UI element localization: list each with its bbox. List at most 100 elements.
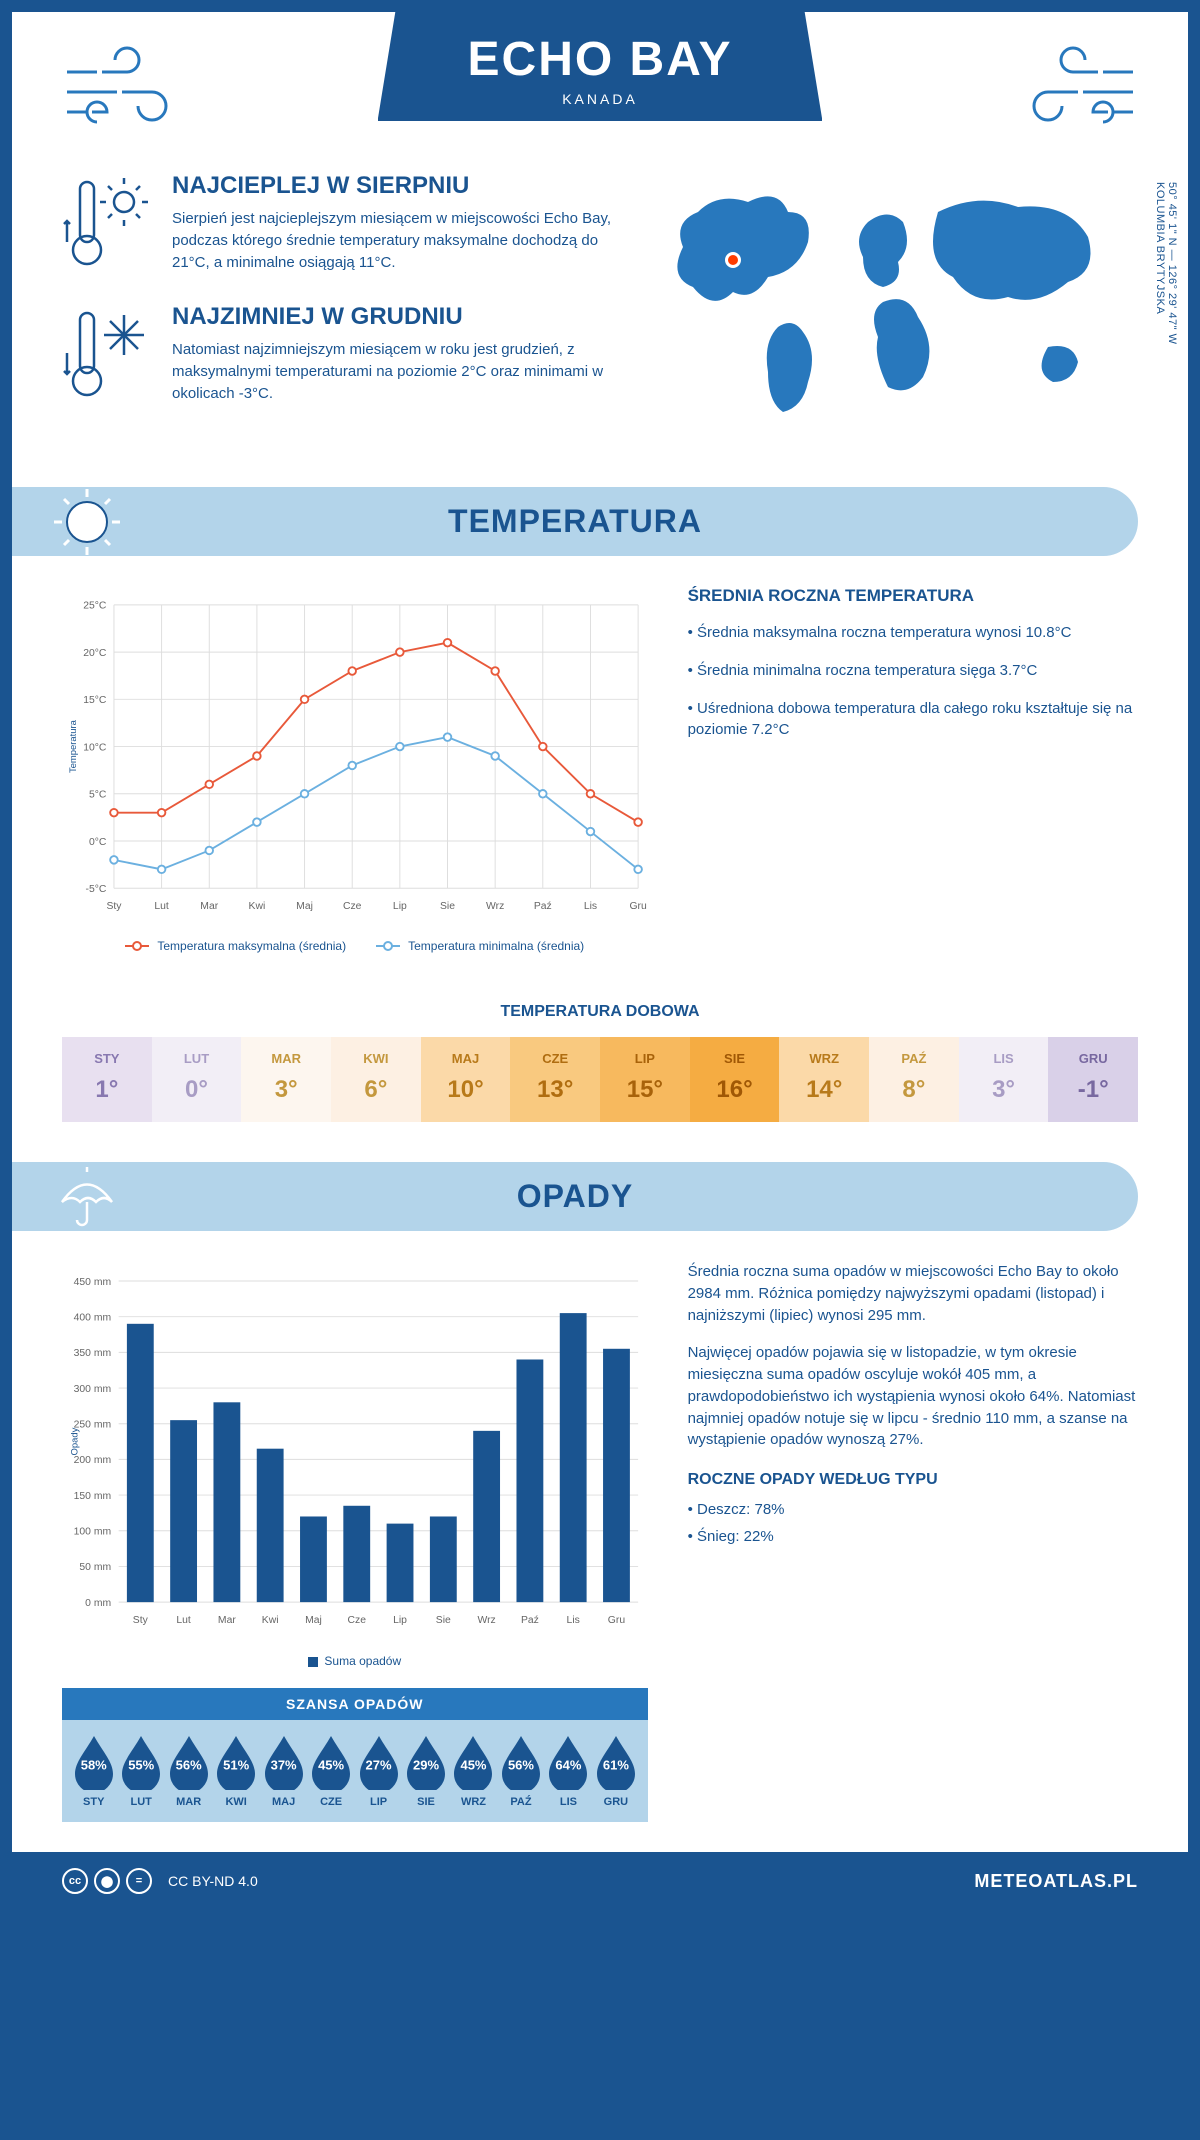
- precip-chance-cell: 61% GRU: [592, 1734, 639, 1808]
- license-text: CC BY-ND 4.0: [168, 1873, 258, 1889]
- svg-text:100 mm: 100 mm: [74, 1527, 111, 1538]
- svg-text:Maj: Maj: [305, 1615, 322, 1626]
- svg-text:Mar: Mar: [218, 1615, 236, 1626]
- precip-legend: Suma opadów: [62, 1654, 648, 1668]
- temp-bullet: • Średnia maksymalna roczna temperatura …: [688, 622, 1138, 644]
- svg-text:Temperatura: Temperatura: [68, 719, 79, 773]
- svg-text:150 mm: 150 mm: [74, 1491, 111, 1502]
- svg-text:Wrz: Wrz: [486, 901, 504, 912]
- temp-chart-column: -5°C0°C5°C10°C15°C20°C25°CStyLutMarKwiMa…: [62, 586, 648, 953]
- precipitation-banner: OPADY: [12, 1162, 1138, 1231]
- cc-icon: cc: [62, 1868, 88, 1894]
- temperature-banner: TEMPERATURA: [12, 487, 1138, 556]
- raindrop-icon: 27%: [356, 1734, 402, 1790]
- raindrop-icon: 29%: [403, 1734, 449, 1790]
- wind-icon-right: [1018, 42, 1138, 132]
- daily-temp-cell: MAR3°: [241, 1037, 331, 1122]
- svg-text:300 mm: 300 mm: [74, 1384, 111, 1395]
- precip-desc-2: Najwięcej opadów pojawia się w listopadz…: [688, 1342, 1138, 1451]
- thermometer-snow-icon: [62, 303, 152, 403]
- by-icon: ⬤: [94, 1868, 120, 1894]
- svg-text:Gru: Gru: [629, 901, 647, 912]
- precip-chart-column: 0 mm50 mm100 mm150 mm200 mm250 mm300 mm3…: [62, 1261, 648, 1822]
- precip-chance-cell: 56% MAR: [165, 1734, 212, 1808]
- intro-row: NAJCIEPLEJ W SIERPNIU Sierpień jest najc…: [12, 152, 1188, 467]
- coldest-text: Natomiast najzimniejszym miesiącem w rok…: [172, 339, 628, 404]
- daily-temp-cell: STY1°: [62, 1037, 152, 1122]
- svg-text:Wrz: Wrz: [477, 1615, 495, 1626]
- svg-text:-5°C: -5°C: [86, 884, 107, 895]
- precip-chance-cell: 29% SIE: [402, 1734, 449, 1808]
- daily-temp-cell: LIS3°: [959, 1037, 1049, 1122]
- nd-icon: =: [126, 1868, 152, 1894]
- infographic-page: ECHO BAY KANADA NAJCIEPLE: [12, 12, 1188, 1910]
- header-row: ECHO BAY KANADA: [12, 12, 1188, 152]
- precip-chance-cell: 45% CZE: [307, 1734, 354, 1808]
- precip-chance-title: SZANSA OPADÓW: [62, 1688, 648, 1720]
- precip-type-heading: ROCZNE OPADY WEDŁUG TYPU: [688, 1471, 1138, 1489]
- hottest-title: NAJCIEPLEJ W SIERPNIU: [172, 172, 628, 200]
- temp-chart-legend: Temperatura maksymalna (średnia) Tempera…: [62, 939, 648, 953]
- daily-temp-cell: KWI6°: [331, 1037, 421, 1122]
- temp-info-column: ŚREDNIA ROCZNA TEMPERATURA • Średnia mak…: [688, 586, 1138, 953]
- daily-temp-cell: SIE16°: [690, 1037, 780, 1122]
- svg-text:Mar: Mar: [200, 901, 218, 912]
- svg-text:Sie: Sie: [440, 901, 455, 912]
- daily-temp-cell: MAJ10°: [421, 1037, 511, 1122]
- coldest-fact: NAJZIMNIEJ W GRUDNIU Natomiast najzimnie…: [62, 303, 628, 404]
- svg-text:Kwi: Kwi: [249, 901, 266, 912]
- raindrop-icon: 55%: [118, 1734, 164, 1790]
- temperature-body: -5°C0°C5°C10°C15°C20°C25°CStyLutMarKwiMa…: [12, 586, 1188, 983]
- temp-info-heading: ŚREDNIA ROCZNA TEMPERATURA: [688, 586, 1138, 606]
- title-banner: ECHO BAY KANADA: [378, 12, 823, 121]
- svg-text:50 mm: 50 mm: [79, 1562, 111, 1573]
- raindrop-icon: 61%: [593, 1734, 639, 1790]
- raindrop-icon: 64%: [545, 1734, 591, 1790]
- daily-temp-table: STY1°LUT0°MAR3°KWI6°MAJ10°CZE13°LIP15°SI…: [62, 1037, 1138, 1122]
- precip-chance-cell: 45% WRZ: [450, 1734, 497, 1808]
- hottest-fact: NAJCIEPLEJ W SIERPNIU Sierpień jest najc…: [62, 172, 628, 273]
- svg-text:Opady: Opady: [70, 1427, 81, 1455]
- footer: cc ⬤ = CC BY-ND 4.0 METEOATLAS.PL: [12, 1852, 1188, 1910]
- svg-text:Sie: Sie: [436, 1615, 451, 1626]
- svg-text:Lip: Lip: [393, 1615, 407, 1626]
- legend-max: Temperatura maksymalna (średnia): [125, 939, 346, 953]
- umbrella-icon: [52, 1162, 122, 1232]
- sun-icon: [52, 487, 122, 557]
- svg-text:0°C: 0°C: [89, 837, 107, 848]
- precip-info-column: Średnia roczna suma opadów w miejscowośc…: [688, 1261, 1138, 1822]
- precip-chance-cell: 58% STY: [70, 1734, 117, 1808]
- daily-temp-title: TEMPERATURA DOBOWA: [12, 1003, 1188, 1021]
- raindrop-icon: 51%: [213, 1734, 259, 1790]
- svg-text:350 mm: 350 mm: [74, 1348, 111, 1359]
- daily-temp-cell: LUT0°: [152, 1037, 242, 1122]
- svg-text:10°C: 10°C: [83, 742, 107, 753]
- svg-text:Sty: Sty: [133, 1615, 149, 1626]
- world-map-block: 50° 45' 1" N — 126° 29' 47" W KOLUMBIA B…: [658, 172, 1138, 437]
- temperature-section-title: TEMPERATURA: [12, 503, 1138, 540]
- svg-text:15°C: 15°C: [83, 695, 107, 706]
- temp-bullet: • Uśredniona dobowa temperatura dla całe…: [688, 698, 1138, 742]
- precip-chance-cell: 27% LIP: [355, 1734, 402, 1808]
- coldest-title: NAJZIMNIEJ W GRUDNIU: [172, 303, 628, 331]
- footer-brand: METEOATLAS.PL: [974, 1871, 1138, 1892]
- precipitation-section-title: OPADY: [12, 1178, 1138, 1215]
- svg-text:Lis: Lis: [584, 901, 597, 912]
- precip-type-block: ROCZNE OPADY WEDŁUG TYPU • Deszcz: 78% •…: [688, 1471, 1138, 1548]
- svg-text:Sty: Sty: [106, 901, 122, 912]
- svg-text:Paź: Paź: [521, 1615, 539, 1626]
- map-location-marker: [725, 252, 741, 268]
- svg-text:0 mm: 0 mm: [85, 1598, 111, 1609]
- raindrop-icon: 58%: [71, 1734, 117, 1790]
- raindrop-icon: 45%: [450, 1734, 496, 1790]
- legend-min: Temperatura minimalna (średnia): [376, 939, 584, 953]
- precipitation-body: 0 mm50 mm100 mm150 mm200 mm250 mm300 mm3…: [12, 1261, 1188, 1852]
- precip-chance-cell: 51% KWI: [212, 1734, 259, 1808]
- daily-temp-cell: LIP15°: [600, 1037, 690, 1122]
- raindrop-icon: 56%: [498, 1734, 544, 1790]
- raindrop-icon: 56%: [166, 1734, 212, 1790]
- precip-chance-row: 58% STY 55% LUT 56% MAR 51% KWI 37% MAJ: [62, 1720, 648, 1822]
- facts-column: NAJCIEPLEJ W SIERPNIU Sierpień jest najc…: [62, 172, 628, 437]
- precip-chance-cell: 56% PAŹ: [497, 1734, 544, 1808]
- hottest-text: Sierpień jest najcieplejszym miesiącem w…: [172, 208, 628, 273]
